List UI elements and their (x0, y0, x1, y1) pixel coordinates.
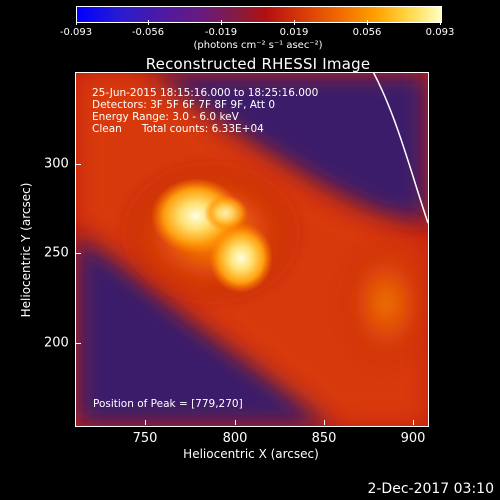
colorbar-tick (294, 20, 295, 25)
method-counts-text: Clean Total counts: 6.33E+04 (92, 123, 264, 135)
colorbar-tick (440, 20, 441, 25)
x-tick (235, 420, 236, 425)
x-tick (413, 420, 414, 425)
y-tick (76, 164, 81, 165)
colorbar-tick-label: -0.056 (131, 27, 165, 38)
generation-timestamp: 2-Dec-2017 03:10 (367, 481, 494, 497)
image-title: Reconstructed RHESSI Image (145, 55, 371, 73)
time-range-text: 25-Jun-2015 18:15:16.000 to 18:25:16.000 (92, 87, 319, 99)
x-tick (324, 420, 325, 425)
detectors-text: Detectors: 3F 5F 6F 7F 8F 9F, Att 0 (92, 99, 276, 111)
colorbar-tick-label: 0.056 (352, 27, 382, 38)
colorbar-tick-label: 0.019 (279, 27, 309, 38)
y-tick-label: 250 (44, 245, 69, 261)
x-tick-label: 800 (222, 431, 248, 446)
rhessi-image-svg (76, 73, 428, 426)
energy-range-text: Energy Range: 3.0 - 6.0 keV (92, 111, 239, 123)
x-tick (145, 420, 146, 425)
y-axis-label: Heliocentric Y (arcsec) (19, 182, 33, 318)
colorbar-tick-label: 0.093 (425, 27, 455, 38)
y-tick (76, 343, 81, 344)
colorbar-tick (148, 20, 149, 25)
y-tick-label: 300 (44, 156, 69, 172)
colorbar-unit-label: (photons cm⁻² s⁻¹ asec⁻²) (193, 40, 323, 51)
colorbar-tick (76, 20, 77, 25)
x-axis-label: Heliocentric X (arcsec) (183, 447, 319, 461)
colorbar-tick-label: -0.093 (59, 27, 93, 38)
colorbar-tick (367, 20, 368, 25)
x-tick-label: 900 (400, 431, 426, 446)
colorbar-tick-label: -0.019 (204, 27, 238, 38)
colorbar (76, 6, 442, 23)
peak-position-text: Position of Peak = [779,270] (93, 398, 243, 410)
y-tick (76, 253, 81, 254)
x-tick-label: 850 (311, 431, 337, 446)
x-tick-label: 750 (132, 431, 158, 446)
colorbar-tick (221, 20, 222, 25)
y-tick-label: 200 (44, 335, 69, 351)
rhessi-image (75, 72, 429, 427)
